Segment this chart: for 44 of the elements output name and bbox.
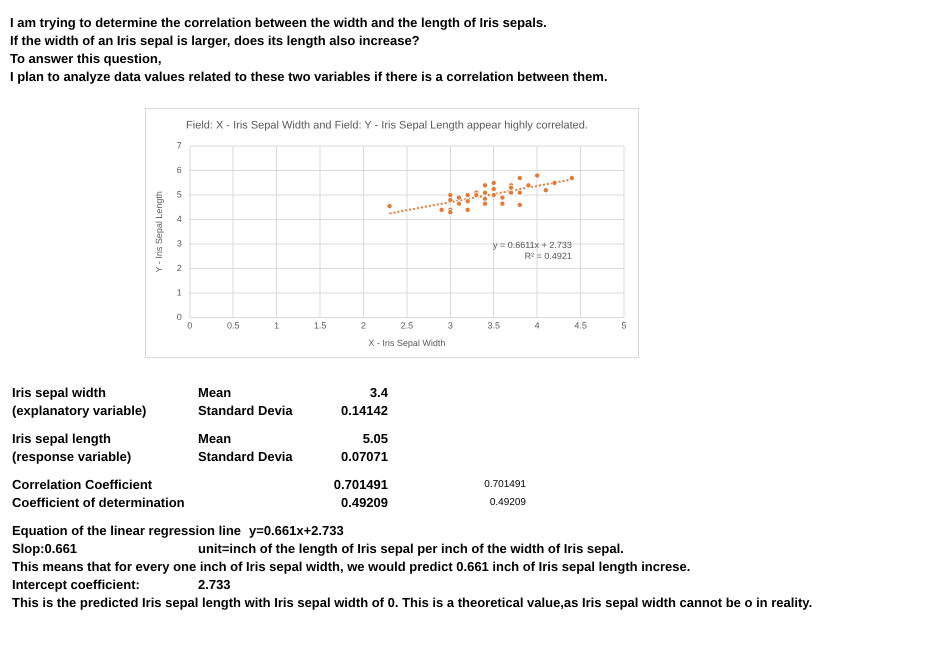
point bbox=[490, 192, 497, 198]
text: If the width of an Iris sepal is larger, does its length also increase? bbox=[10, 32, 421, 50]
text: This means that for every one inch of Iris sepal width, we would predict 0.661 inch of Iris sepal length increse. bbox=[12, 558, 692, 576]
annotation: y = 0.6611x + 2.733 bbox=[492, 240, 572, 250]
text: Equation of the linear regression line y=0.661x+2.733 bbox=[12, 522, 345, 540]
y-tick-label: 4 bbox=[176, 214, 182, 224]
x-tick-label: 4 bbox=[534, 320, 540, 330]
point bbox=[508, 190, 514, 196]
text: Coefficient of determination 0.49209 0.49209 bbox=[12, 495, 526, 510]
x-tick-label: 5 bbox=[621, 320, 627, 330]
text: Intercept coefficient: 2.733 bbox=[12, 577, 231, 592]
y-axis-title: Y - Iris Sepal Length bbox=[154, 191, 164, 272]
y-tick-label: 7 bbox=[176, 140, 182, 151]
x-tick-label: 1 bbox=[274, 320, 280, 330]
x-tick-label: 2 bbox=[360, 320, 366, 330]
text: Slop:0.661 unit=inch of the length of Iris sepal per inch of the width of Iris sepal. bbox=[12, 541, 624, 556]
text: I plan to analyze data values related to these two variables if there is a correlation between them. bbox=[10, 68, 608, 86]
point bbox=[473, 192, 480, 198]
y-tick-label: 2 bbox=[176, 262, 182, 273]
y-tick-label: 6 bbox=[176, 165, 182, 176]
x-axis-title: X - Iris Sepal Width bbox=[368, 338, 446, 348]
y-tick-label: 0 bbox=[176, 312, 182, 322]
text: To answer this question, bbox=[10, 50, 162, 68]
point bbox=[456, 194, 462, 201]
text: (explanatory variable) Standard Devia 0.14142 bbox=[12, 403, 388, 418]
x-tick-label: 4.5 bbox=[574, 320, 587, 330]
y-tick-label: 5 bbox=[176, 190, 182, 200]
text: Correlation Coefficient 0.701491 0.701491 bbox=[12, 477, 526, 492]
y-tick-label: 3 bbox=[176, 238, 182, 249]
x-tick-label: 3.5 bbox=[487, 320, 500, 330]
annotation: R² = 0.4921 bbox=[524, 250, 572, 261]
x-tick-label: 2.5 bbox=[400, 320, 414, 330]
x-tick-label: 1.5 bbox=[314, 320, 326, 330]
x-tick-label: 0 bbox=[187, 320, 192, 330]
text: This is the predicted Iris sepal length with Iris sepal width of 0. This is a theoretical value,as Iris sepal width cannot be o in reality. bbox=[12, 594, 814, 612]
text: (response variable) Standard Devia 0.07071 bbox=[12, 449, 388, 464]
text: Iris sepal length Mean 5.05 bbox=[12, 431, 388, 446]
x-tick-label: 3 bbox=[448, 320, 453, 330]
chart-title: Field: X - Iris Sepal Width and Field: Y - Iris Sepal Length appear highly correlated. bbox=[186, 120, 588, 132]
text: Iris sepal width Mean 3.4 bbox=[12, 385, 388, 400]
text: I am trying to determine the correlation between the width and the length of Iris sepals. bbox=[10, 14, 548, 32]
y-tick-label: 1 bbox=[176, 287, 182, 298]
point bbox=[464, 192, 471, 198]
x-tick-label: 0.5 bbox=[226, 320, 240, 330]
